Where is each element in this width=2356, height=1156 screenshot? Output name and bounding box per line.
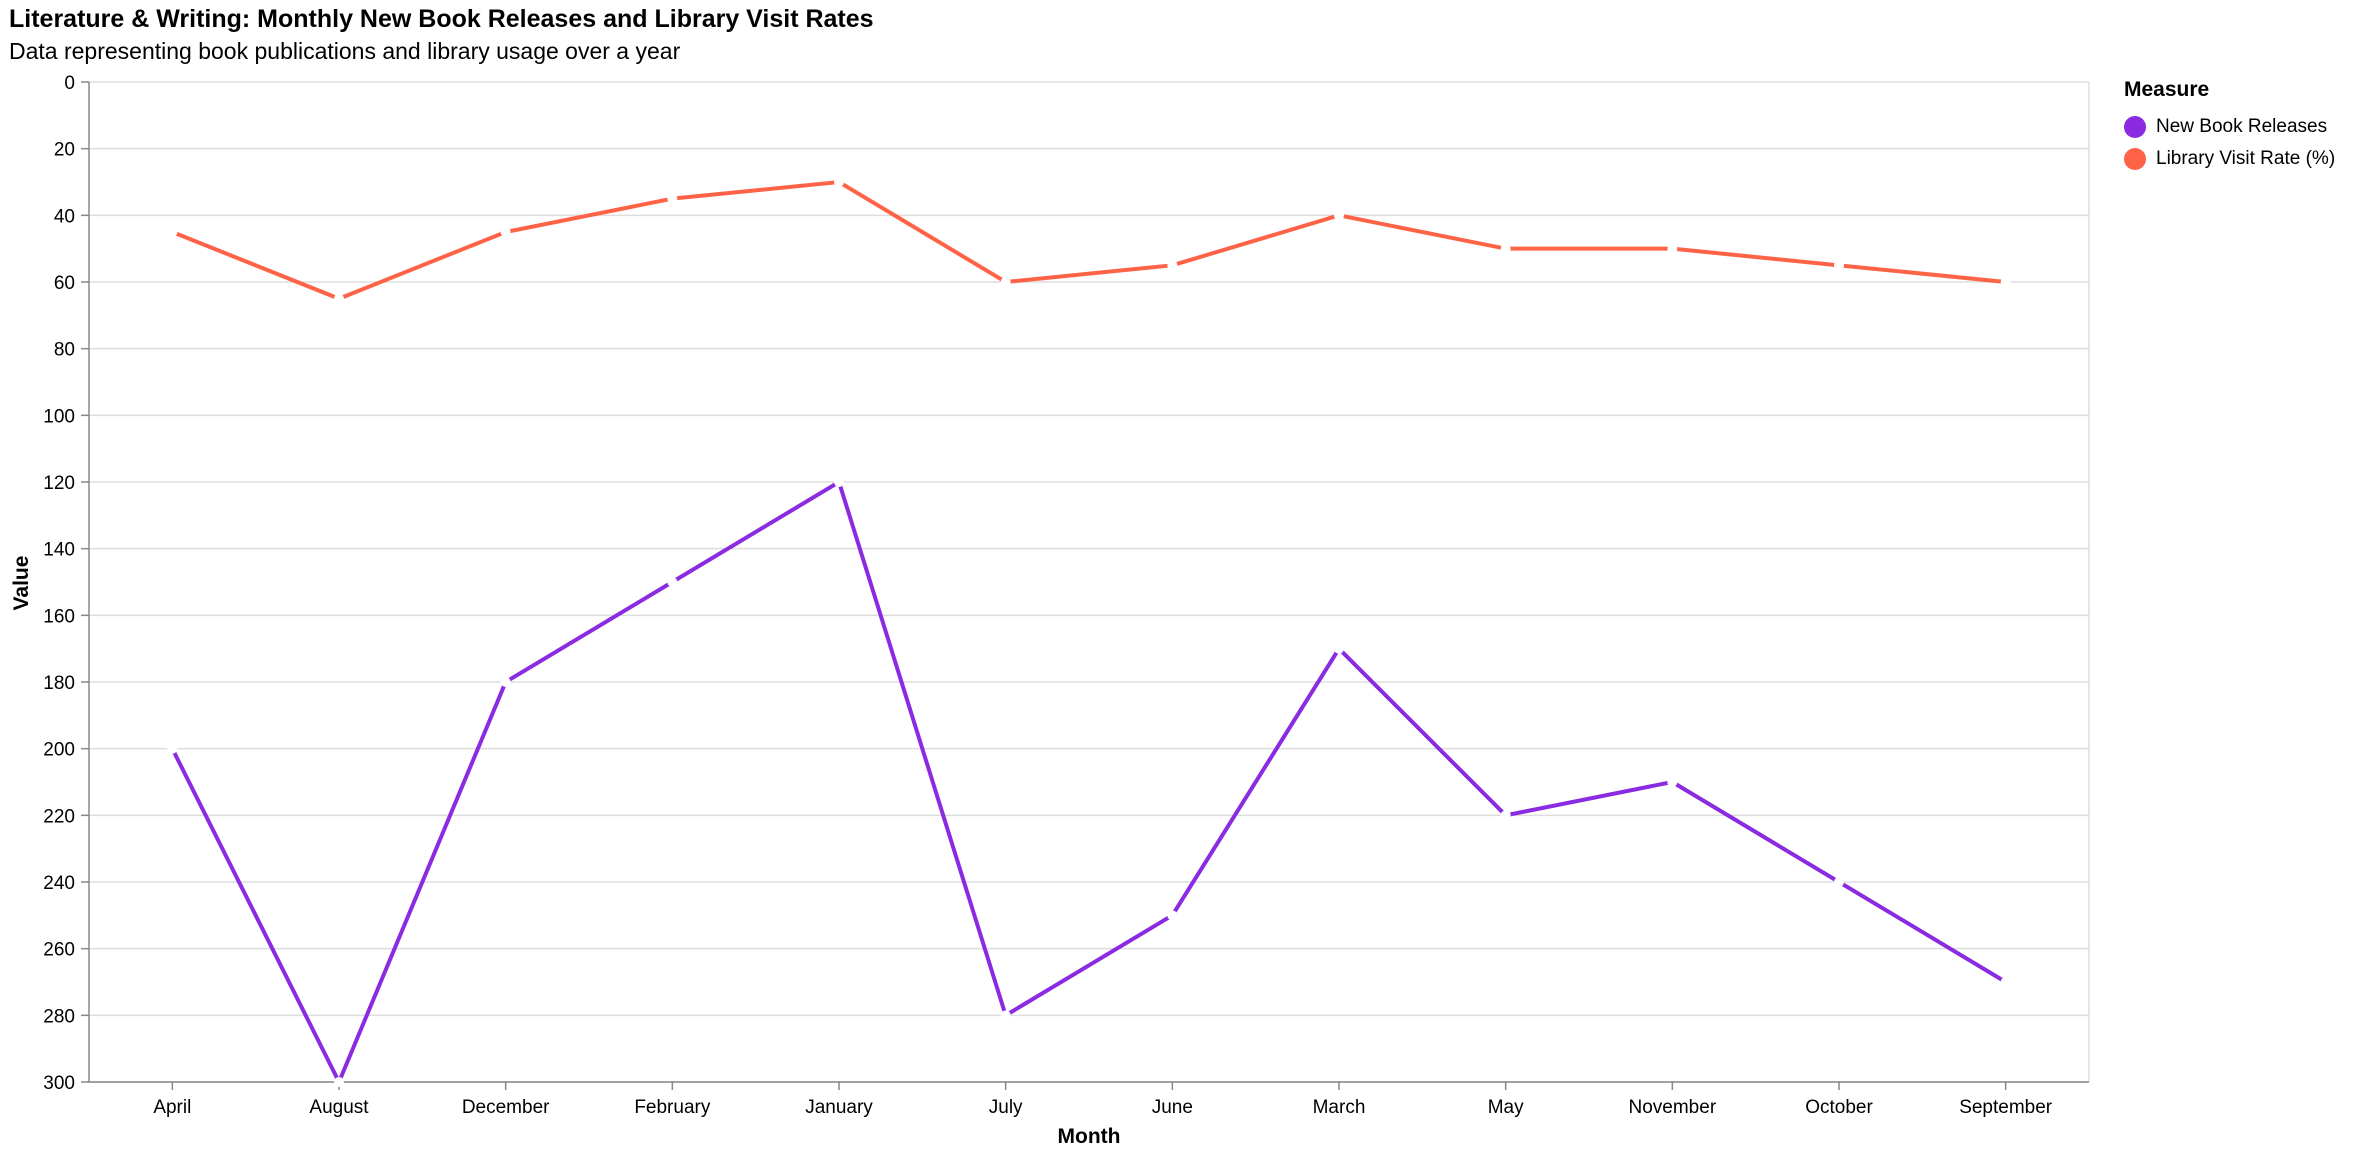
x-tick-label: August xyxy=(309,1097,369,1118)
data-point xyxy=(334,293,344,304)
series-lines xyxy=(167,177,2011,1087)
legend-label: Library Visit Rate (%) xyxy=(2156,148,2336,169)
data-point xyxy=(667,577,678,587)
y-tick-label: 300 xyxy=(43,1073,75,1094)
y-tick-label: 280 xyxy=(43,1006,75,1027)
data-point xyxy=(834,477,844,487)
data-point xyxy=(1834,877,1844,887)
x-tick-label: October xyxy=(1805,1097,1873,1118)
y-tick-label: 60 xyxy=(54,273,75,294)
data-point xyxy=(334,1077,344,1087)
data-point xyxy=(1167,910,1178,921)
data-point xyxy=(834,177,844,187)
chart-title: Literature & Writing: Monthly New Book R… xyxy=(9,5,874,33)
x-tick-label: February xyxy=(634,1097,711,1118)
data-point xyxy=(1500,243,1511,254)
x-tick-label: April xyxy=(153,1097,191,1118)
data-point xyxy=(1834,260,1844,271)
data-point xyxy=(1667,777,1678,787)
legend-item-new-book-releases: New Book Releases xyxy=(2124,111,2335,143)
y-tick-label: 160 xyxy=(43,606,75,627)
chart-subtitle: Data representing book publications and … xyxy=(9,38,681,64)
data-point xyxy=(1000,1010,1011,1021)
x-tick-label: July xyxy=(989,1097,1023,1118)
y-tick-label: 0 xyxy=(64,73,75,94)
data-point xyxy=(167,227,178,237)
data-point xyxy=(2000,977,2011,987)
legend-title: Measure xyxy=(2124,78,2210,101)
axes: 0 20 40 60 80 100 120 140 160 180 200 220 240 260 280 3… xyxy=(43,73,2089,1118)
y-tick-label: 220 xyxy=(43,806,75,827)
x-tick-label: January xyxy=(805,1097,873,1118)
series-line-0 xyxy=(170,478,2007,1087)
x-tick-label: May xyxy=(1488,1097,1524,1118)
y-tick-label: 200 xyxy=(43,740,75,761)
data-point xyxy=(667,193,678,204)
x-tick-label: March xyxy=(1313,1097,1366,1118)
legend-swatch xyxy=(2124,148,2146,170)
legend-swatch xyxy=(2124,116,2146,138)
x-tick-label: June xyxy=(1152,1097,1193,1118)
series-line-1 xyxy=(171,179,2006,301)
y-tick-label: 80 xyxy=(54,340,75,361)
legend: Measure New Book Releases Library Visit … xyxy=(2124,78,2335,175)
y-tick-label: 40 xyxy=(54,206,75,227)
y-tick-label: 120 xyxy=(43,473,75,494)
data-point xyxy=(1667,243,1678,254)
data-point xyxy=(167,743,178,754)
data-point xyxy=(500,677,511,687)
data-point xyxy=(1167,260,1178,271)
grid-lines xyxy=(89,81,2090,1083)
x-tick-label: December xyxy=(462,1097,550,1118)
data-point xyxy=(1334,210,1344,221)
y-tick-label: 100 xyxy=(43,406,75,427)
legend-label: New Book Releases xyxy=(2156,116,2328,137)
y-tick-label: 260 xyxy=(43,940,75,961)
legend-item-library-visit-rate: Library Visit Rate (%) xyxy=(2124,143,2335,175)
x-tick-label: November xyxy=(1629,1097,1717,1118)
data-point xyxy=(2000,277,2011,287)
y-tick-label: 240 xyxy=(43,873,75,894)
y-tick-label: 140 xyxy=(43,540,75,561)
y-axis-title: Value xyxy=(10,556,33,611)
data-point xyxy=(1000,277,1011,287)
data-point xyxy=(1334,643,1344,654)
data-point xyxy=(500,227,511,237)
y-tick-label: 20 xyxy=(54,140,75,161)
x-tick-label: September xyxy=(1959,1097,2053,1118)
x-axis-title: Month xyxy=(1058,1125,1121,1148)
data-point xyxy=(1500,810,1511,821)
y-tick-label: 180 xyxy=(43,673,75,694)
